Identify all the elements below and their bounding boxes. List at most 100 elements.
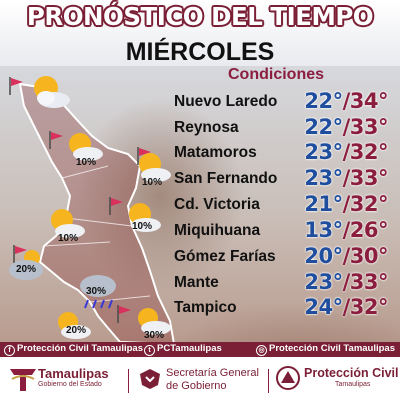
temp-separator: / [342, 192, 351, 216]
city-row: Miquihuana 13°/26° [174, 218, 398, 244]
sgg-line2: de Gobierno [166, 380, 227, 392]
city-row: Matamoros 23°/32° [174, 140, 398, 166]
flag-icon [117, 305, 131, 323]
min-temp: 13° [304, 218, 343, 242]
rain-probability: 10% [76, 157, 97, 168]
header [0, 0, 400, 70]
max-temp: 34° [349, 89, 389, 113]
cloudy-icon [9, 250, 43, 280]
pc-line2: Tamaulipas [335, 381, 371, 388]
city-row: Mante 23°/33° [174, 270, 398, 296]
rain-probability: 20% [66, 325, 87, 336]
min-temp: 23° [304, 140, 343, 164]
sgg-line1: Secretaría General [166, 367, 259, 379]
divider [268, 369, 269, 393]
day-label: MIÉRCOLES [125, 38, 275, 66]
city-name: Nuevo Laredo [174, 93, 278, 110]
max-temp: 32° [349, 192, 389, 216]
twitter-icon: t [144, 345, 155, 356]
flag-icon [49, 131, 63, 149]
max-temp: 32° [349, 140, 389, 164]
temp-separator: / [342, 270, 351, 294]
page-title: PRONÓSTICO DEL TIEMPO [26, 2, 374, 31]
min-temp: 21° [304, 192, 343, 216]
footer: Tamaulipas Gobierno del Estado Secretarí… [0, 357, 400, 400]
temperature-range: 21°/32° [304, 192, 388, 216]
min-temp: 23° [304, 166, 343, 190]
partly-cloudy-rain-icon [138, 308, 171, 335]
max-temp: 33° [349, 270, 389, 294]
temperature-range: 23°/32° [304, 140, 388, 164]
city-row: Gómez Farías 20°/30° [174, 244, 398, 270]
conditions-label: Condiciones [228, 66, 325, 83]
city-row: Reynosa 22°/33° [174, 115, 398, 141]
instagram-link[interactable]: ◎ Protección Civil Tamaulipas [256, 343, 395, 356]
rain-probability: 20% [16, 264, 37, 275]
rain-probability: 10% [142, 177, 163, 188]
max-temp: 33° [349, 115, 389, 139]
min-temp: 22° [304, 115, 343, 139]
rain-probability: 30% [144, 330, 165, 341]
tamaulipas-logo-subtext: Gobierno del Estado [38, 381, 102, 388]
max-temp: 33° [349, 166, 389, 190]
city-row: Tampico 24°/32° [174, 295, 398, 321]
tamaulipas-logo-icon [10, 369, 36, 391]
instagram-icon: ◎ [256, 345, 267, 356]
social-bar: f Protección Civil Tamaulipas t PCTamaulip… [0, 342, 400, 357]
proteccion-civil-icon [276, 366, 300, 390]
instagram-handle: Protección Civil Tamaulipas [269, 343, 396, 354]
temp-separator: / [342, 218, 351, 242]
facebook-link[interactable]: f Protección Civil Tamaulipas [4, 343, 143, 356]
flag-icon [109, 197, 123, 215]
city-row: Nuevo Laredo 22°/34° [174, 89, 398, 115]
temperature-range: 23°/33° [304, 166, 388, 190]
partly-cloudy-icon [129, 203, 161, 232]
city-name: Tampico [174, 299, 237, 316]
partly-cloudy-icon [139, 153, 171, 182]
temperature-range: 20°/30° [304, 244, 388, 268]
city-name: Cd. Victoria [174, 196, 260, 213]
partly-cloudy-icon [34, 76, 70, 108]
min-temp: 22° [304, 89, 343, 113]
partly-cloudy-icon [58, 312, 91, 339]
sgg-seal-icon [140, 369, 160, 389]
facebook-icon: f [4, 345, 15, 356]
temp-separator: / [342, 140, 351, 164]
partly-cloudy-icon [69, 133, 103, 161]
city-row: Cd. Victoria 21°/32° [174, 192, 398, 218]
twitter-handle: PCTamaulipas [157, 343, 222, 354]
flag-icon [9, 77, 23, 95]
temperature-range: 23°/33° [304, 270, 388, 294]
tamaulipas-map [18, 82, 176, 346]
min-temp: 23° [304, 270, 343, 294]
temperature-range: 22°/34° [304, 89, 388, 113]
max-temp: 30° [349, 244, 389, 268]
twitter-link[interactable]: t PCTamaulipas [144, 343, 222, 356]
divider [128, 369, 129, 393]
pc-line1: Protección Civil [304, 366, 399, 380]
city-row: San Fernando 23°/33° [174, 166, 398, 192]
partly-cloudy-icon [51, 209, 85, 238]
rain-probability: 30% [86, 286, 107, 297]
temperature-range: 22°/33° [304, 115, 388, 139]
rain-cloud-icon [80, 275, 116, 309]
rain-probability: 10% [132, 221, 153, 232]
background-photo [0, 66, 400, 348]
rain-probability: 10% [58, 233, 79, 244]
city-name: Mante [174, 274, 219, 291]
flag-icon [13, 245, 27, 263]
temperature-range: 13°/26° [304, 218, 388, 242]
city-name: Gómez Farías [174, 248, 276, 265]
temp-separator: / [342, 166, 351, 190]
temp-separator: / [342, 115, 351, 139]
temperature-range: 24°/32° [304, 295, 388, 319]
city-name: Reynosa [174, 119, 239, 136]
temp-separator: / [342, 295, 351, 319]
facebook-handle: Protección Civil Tamaulipas [17, 343, 144, 354]
temp-separator: / [342, 89, 351, 113]
min-temp: 24° [304, 295, 343, 319]
city-name: Miquihuana [174, 222, 261, 239]
min-temp: 20° [304, 244, 343, 268]
city-name: Matamoros [174, 144, 257, 161]
